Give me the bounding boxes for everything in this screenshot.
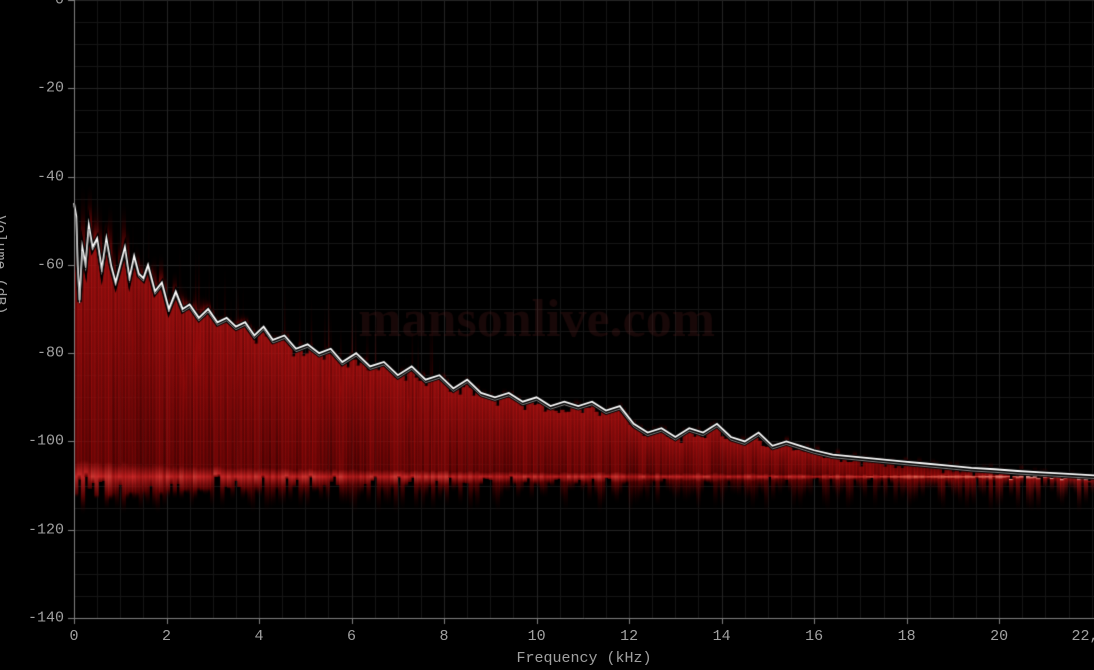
- tick-label: -80: [37, 345, 64, 362]
- tick-label: -140: [28, 610, 64, 627]
- tick-label: 8: [440, 628, 449, 645]
- tick-label: -60: [37, 256, 64, 273]
- tick-label: 4: [255, 628, 264, 645]
- chart-canvas: [0, 0, 1094, 670]
- tick-label: 16: [805, 628, 823, 645]
- tick-label: 18: [898, 628, 916, 645]
- tick-label: 0: [69, 628, 78, 645]
- tick-label: -20: [37, 80, 64, 97]
- tick-label: -40: [37, 168, 64, 185]
- tick-label: -120: [28, 521, 64, 538]
- tick-label: 20: [990, 628, 1008, 645]
- tick-label: 22,05: [1071, 628, 1094, 645]
- x-axis-label: Frequency (kHz): [516, 650, 651, 667]
- y-axis-label: Volume (dB): [0, 215, 8, 314]
- spectrum-chart: 0 -20 -40 -60 -80 -100 -120 -140 0 2 4 6 8 10 12 14 16 18…: [0, 0, 1094, 670]
- tick-label: 14: [713, 628, 731, 645]
- tick-label: 12: [620, 628, 638, 645]
- tick-label: 6: [347, 628, 356, 645]
- tick-label: 2: [162, 628, 171, 645]
- tick-label: 0: [55, 0, 64, 9]
- tick-label: 10: [528, 628, 546, 645]
- tick-label: -100: [28, 433, 64, 450]
